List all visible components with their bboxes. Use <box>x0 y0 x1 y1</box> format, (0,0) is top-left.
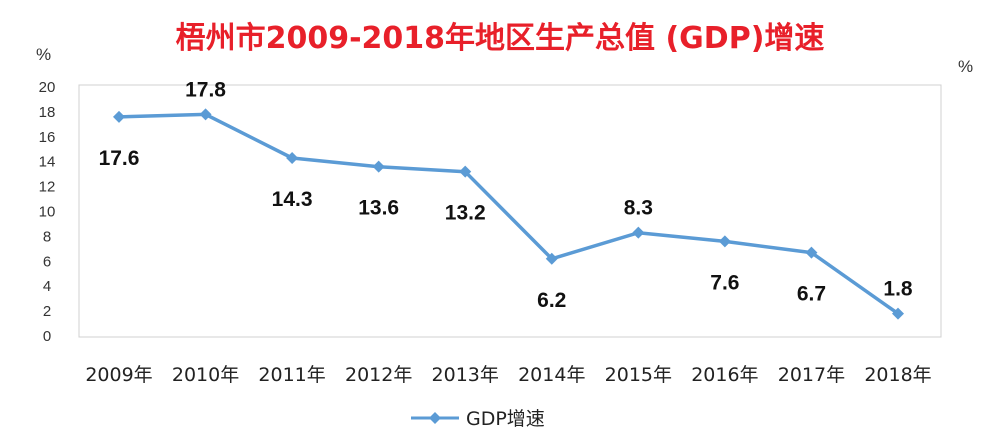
chart-title: 梧州市2009-2018年地区生产总值 (GDP)增速 <box>176 21 825 56</box>
x-tick-label: 2009年 <box>85 364 152 386</box>
y-tick-label: 10 <box>39 204 56 221</box>
data-label: 6.2 <box>537 289 566 312</box>
data-point-marker <box>459 165 472 178</box>
x-axis-ticks: 2009年 2010年 2011年 2012年 2013年 2014年 2015年 2016年… <box>85 364 931 386</box>
x-tick-label: 2013年 <box>432 364 499 386</box>
x-tick-label: 2012年 <box>345 364 412 386</box>
data-point-marker <box>113 110 125 123</box>
x-tick-label: 2016年 <box>691 364 758 386</box>
data-label: 8.3 <box>624 197 653 220</box>
y-axis-unit-right: % <box>958 57 973 76</box>
series-layer <box>113 108 904 320</box>
x-tick-label: 2014年 <box>518 364 585 386</box>
plot-area <box>78 84 942 338</box>
x-tick-label: 2011年 <box>258 364 325 386</box>
data-point-marker <box>545 252 558 265</box>
y-tick-label: 16 <box>39 129 56 146</box>
data-label: 17.6 <box>99 147 140 170</box>
y-tick-label: 14 <box>39 154 56 171</box>
data-point-marker <box>372 160 385 173</box>
data-label: 1.8 <box>883 278 913 301</box>
y-axis-ticks: 0 2 4 6 8 10 12 14 16 18 20 <box>39 79 56 345</box>
y-tick-label: 4 <box>43 278 51 295</box>
data-labels: 17.6 17.8 14.3 13.6 13.2 6.2 8.3 7.6 6.7 1.8 <box>99 78 913 311</box>
x-tick-label: 2015年 <box>605 364 672 386</box>
data-label: 13.2 <box>445 202 486 225</box>
data-label: 7.6 <box>710 271 739 294</box>
data-label: 6.7 <box>797 283 826 306</box>
data-point-marker <box>286 151 299 164</box>
y-tick-label: 12 <box>39 179 56 196</box>
y-tick-label: 2 <box>43 303 51 320</box>
legend-label: GDP增速 <box>466 408 545 430</box>
legend-diamond-marker <box>429 412 441 424</box>
data-point-marker <box>718 235 731 248</box>
data-point-marker <box>632 226 645 239</box>
y-tick-label: 20 <box>39 79 56 96</box>
data-label: 17.8 <box>185 78 226 101</box>
y-tick-label: 0 <box>43 328 51 345</box>
y-tick-label: 18 <box>39 104 56 121</box>
legend: GDP增速 <box>411 408 545 430</box>
data-point-marker <box>199 108 212 121</box>
x-tick-label: 2010年 <box>172 364 239 386</box>
data-point-marker <box>805 246 818 259</box>
x-tick-label: 2018年 <box>864 364 931 386</box>
data-label: 13.6 <box>358 197 399 220</box>
y-tick-label: 6 <box>43 253 51 270</box>
y-axis-unit-left: % <box>36 45 51 64</box>
data-label: 14.3 <box>272 188 313 211</box>
series-line <box>118 112 900 316</box>
x-tick-label: 2017年 <box>778 364 845 386</box>
y-tick-label: 8 <box>43 228 51 245</box>
data-point-marker <box>892 307 904 320</box>
